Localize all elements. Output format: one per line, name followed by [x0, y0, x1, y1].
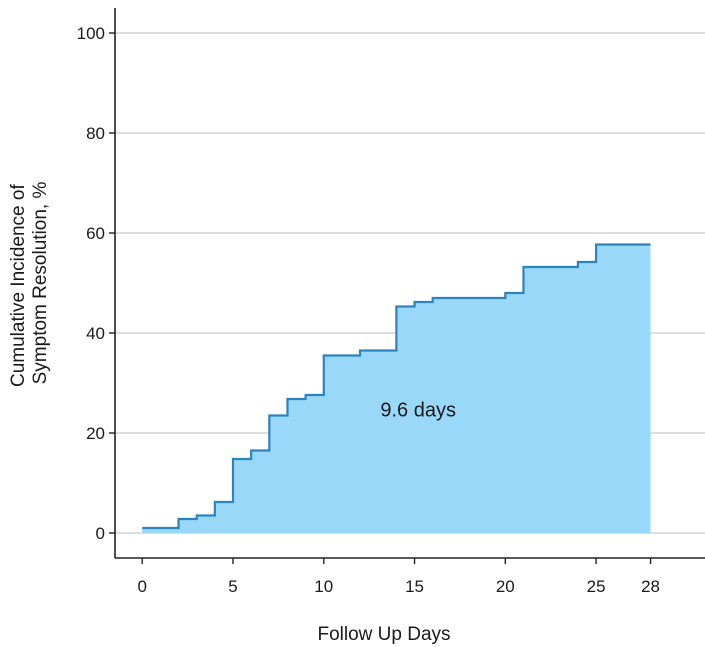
x-tick-label-0: 0 [137, 577, 146, 596]
y-ticks: 0 20 40 60 80 100 [77, 24, 115, 543]
y-tick-label-80: 80 [86, 124, 105, 143]
y-tick-label-60: 60 [86, 224, 105, 243]
x-tick-label-10: 10 [314, 577, 333, 596]
y-axis-title-line-2: Symptom Resolution, % [30, 182, 51, 385]
x-tick-label-25: 25 [587, 577, 606, 596]
x-axis-title: Follow Up Days [317, 624, 450, 645]
x-tick-label-28: 28 [641, 577, 660, 596]
y-tick-label-100: 100 [77, 24, 105, 43]
axes [114, 8, 705, 559]
annotations: 9.6 days [380, 400, 456, 422]
x-tick-label-5: 5 [228, 577, 237, 596]
annotation-median-days: 9.6 days [380, 400, 456, 422]
x-tick-label-20: 20 [496, 577, 515, 596]
y-axis-title: Cumulative Incidence of Symptom Resoluti… [8, 179, 51, 387]
cumulative-incidence-step-line [142, 243, 651, 530]
x-tick-label-15: 15 [405, 577, 424, 596]
y-tick-label-0: 0 [96, 524, 105, 543]
x-ticks: 0 5 10 15 20 25 28 [137, 558, 660, 596]
y-tick-label-40: 40 [86, 324, 105, 343]
plot-area [142, 243, 651, 533]
cumulative-incidence-area [142, 244, 651, 533]
y-tick-label-20: 20 [86, 424, 105, 443]
y-axis-title-line-1: Cumulative Incidence of [8, 184, 29, 387]
